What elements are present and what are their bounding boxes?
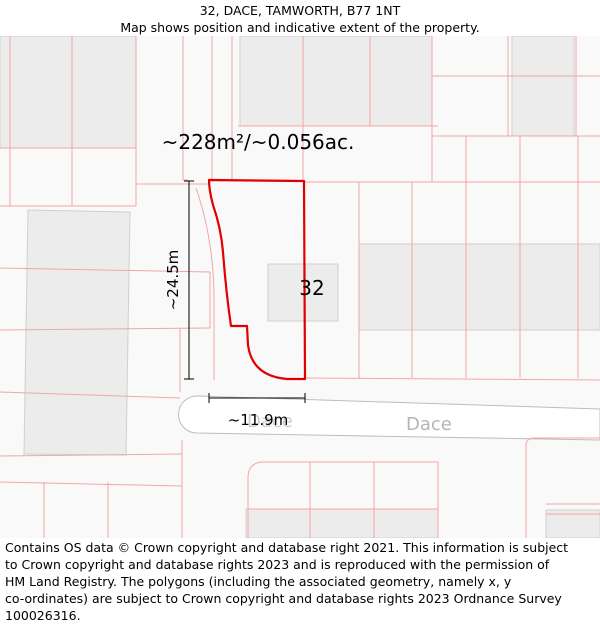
- property-map[interactable]: Dace Dace ~228m²/~0.056ac. 32 ~24.5m ~11…: [0, 36, 600, 538]
- building: [358, 243, 600, 331]
- map-canvas: Dace Dace ~228m²/~0.056ac. 32 ~24.5m ~11…: [0, 36, 600, 538]
- height-measure: [184, 180, 194, 380]
- building: [545, 509, 600, 538]
- width-measure: [208, 393, 306, 403]
- width-label: ~11.9m: [228, 411, 289, 429]
- copyright-line: co-ordinates) are subject to Crown copyr…: [5, 591, 562, 606]
- map-description: Map shows position and indicative extent…: [120, 20, 480, 35]
- property-boundary[interactable]: [207, 178, 307, 381]
- copyright-line: Contains OS data © Crown copyright and d…: [5, 540, 569, 555]
- plot-number: 32: [299, 276, 324, 300]
- building: [245, 508, 439, 538]
- copyright-line: HM Land Registry. The polygons (includin…: [5, 574, 512, 589]
- building: [23, 209, 131, 456]
- street-name: Dace: [406, 414, 452, 435]
- property-address: 32, DACE, TAMWORTH, B77 1NT: [199, 3, 401, 18]
- street-name-ghost: Dace: [247, 411, 293, 432]
- parcel-lines: [0, 36, 600, 538]
- building: [267, 263, 339, 322]
- building: [511, 36, 575, 137]
- road: [177, 36, 600, 441]
- building: [0, 36, 137, 149]
- copyright-line: 100026316.: [5, 608, 81, 623]
- copyright-notice: Contains OS data © Crown copyright and d…: [5, 539, 597, 624]
- copyright-line: to Crown copyright and database rights 2…: [5, 557, 550, 572]
- map-header: 32, DACE, TAMWORTH, B77 1NT Map shows po…: [0, 0, 600, 36]
- building: [239, 36, 433, 127]
- height-label: ~24.5m: [164, 250, 182, 311]
- area-label: ~228m²/~0.056ac.: [162, 130, 355, 154]
